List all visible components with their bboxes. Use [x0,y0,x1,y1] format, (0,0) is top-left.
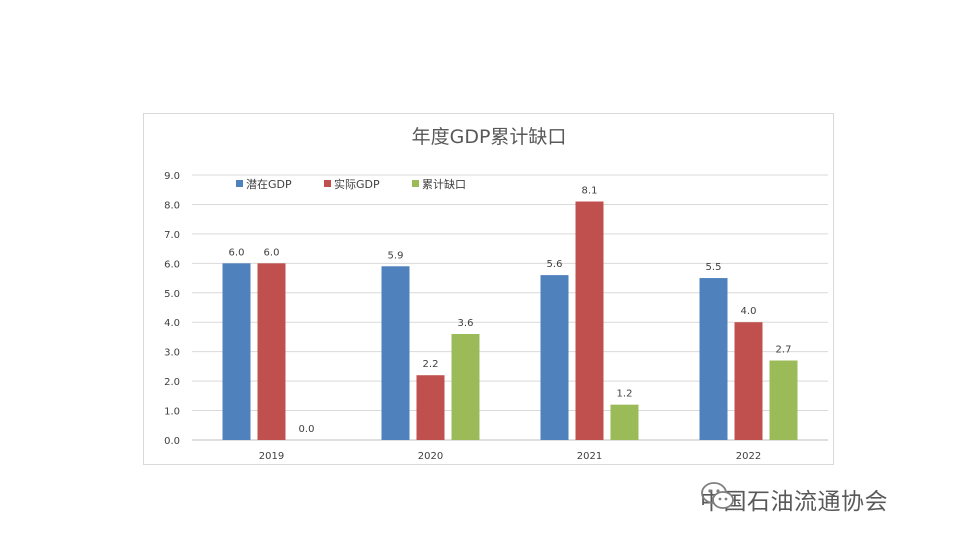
data-label: 4.0 [741,306,757,317]
x-tick-label: 2021 [577,451,602,462]
y-tick-label: 2.0 [164,377,180,388]
data-label: 0.0 [299,424,315,435]
data-label: 6.0 [264,247,280,258]
bar-2020-series-1 [416,375,445,440]
data-label: 3.6 [458,318,474,329]
legend-item-0: 潜在GDP [236,177,292,191]
data-label: 5.6 [547,259,563,270]
bar-chart: 年度GDP累计缺口 6.0 6.0 0.0 5.9 2.2 3.6 5.6 8.1 1.2 5.5… [164,126,828,462]
legend-item-2: 累计缺口 [412,177,466,191]
y-tick-label: 1.0 [164,407,180,418]
y-tick-label: 4.0 [164,318,180,329]
x-tick-label: 2020 [418,451,443,462]
chart-title: 年度GDP累计缺口 [412,126,567,148]
legend: 潜在GDP 实际GDP 累计缺口 [236,177,466,191]
data-label: 5.9 [388,250,404,261]
watermark: 中国石油流通协会 [700,481,888,517]
data-labels: 6.0 6.0 0.0 5.9 2.2 3.6 5.6 8.1 1.2 5.5 4.0 2.7 [229,186,792,436]
y-tick-label: 3.0 [164,348,180,359]
data-label: 1.2 [617,389,633,400]
legend-label: 潜在GDP [246,177,292,191]
bar-2022-series-0 [699,278,728,440]
y-axis: 0.0 1.0 2.0 3.0 4.0 5.0 6.0 7.0 8.0 9.0 [164,171,180,447]
chart-frame: 年度GDP累计缺口 6.0 6.0 0.0 5.9 2.2 3.6 5.6 8.1 1.2 5.5… [143,113,834,465]
x-axis: 2019 2020 2021 2022 [259,451,761,462]
y-tick-label: 7.0 [164,230,180,241]
y-tick-label: 5.0 [164,289,180,300]
legend-swatch [412,180,419,187]
data-label: 6.0 [229,247,245,258]
data-label: 8.1 [582,186,598,197]
wechat-icon [701,482,734,509]
y-tick-label: 6.0 [164,259,180,270]
gridlines [192,174,828,441]
legend-label: 累计缺口 [422,177,466,191]
x-tick-label: 2022 [736,451,761,462]
y-tick-label: 8.0 [164,200,180,211]
legend-item-1: 实际GDP [324,177,380,191]
bar-2022-series-1 [734,322,763,440]
bars [222,201,798,440]
legend-swatch [324,180,331,187]
bar-2021-series-0 [540,275,569,440]
bar-2019-series-0 [222,263,251,440]
data-label: 5.5 [706,262,722,273]
bar-2021-series-1 [575,201,604,440]
bar-2020-series-2 [451,334,480,440]
y-tick-label: 9.0 [164,171,180,182]
bar-2022-series-2 [769,360,798,440]
bar-2019-series-1 [257,263,286,440]
x-tick-label: 2019 [259,451,284,462]
legend-swatch [236,180,243,187]
bar-2021-series-2 [610,404,639,440]
legend-label: 实际GDP [334,177,380,191]
data-label: 2.2 [423,359,439,370]
bar-2020-series-0 [381,266,410,440]
data-label: 2.7 [776,345,792,356]
y-tick-label: 0.0 [164,436,180,447]
